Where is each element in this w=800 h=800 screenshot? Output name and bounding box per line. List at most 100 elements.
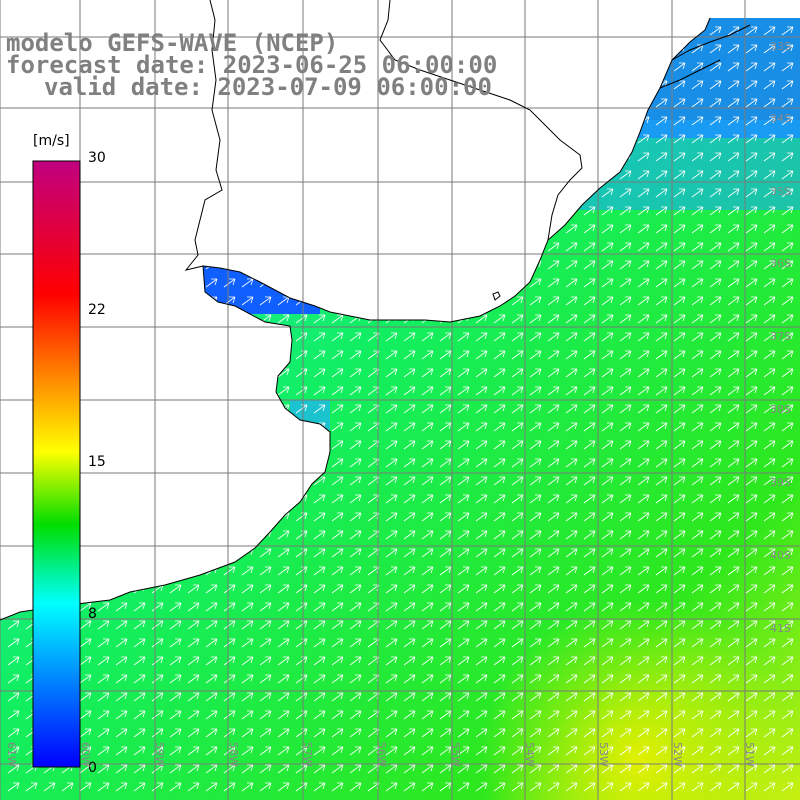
- wind-arrow: [403, 458, 416, 468]
- wind-arrow: [331, 710, 344, 720]
- wind-arrow: [349, 512, 362, 522]
- wind-arrow: [295, 602, 308, 612]
- wind-arrow: [421, 620, 434, 630]
- wind-arrow: [493, 638, 506, 648]
- wind-arrow: [709, 386, 722, 396]
- wind-arrow: [349, 386, 362, 396]
- wind-arrow: [637, 674, 650, 684]
- wind-arrow: [385, 782, 398, 792]
- wind-arrow: [709, 188, 722, 198]
- wind-arrow: [655, 188, 668, 198]
- wind-arrow: [673, 422, 686, 432]
- wind-arrow: [421, 494, 434, 504]
- wind-arrow: [79, 710, 92, 720]
- wind-arrow: [637, 224, 650, 234]
- wind-arrow: [511, 494, 524, 504]
- wind-arrow: [673, 440, 686, 450]
- wind-arrow: [727, 602, 740, 612]
- wind-arrow: [637, 638, 650, 648]
- wind-arrow: [277, 620, 290, 630]
- wind-arrow: [745, 602, 758, 612]
- wind-arrow: [187, 620, 200, 630]
- wind-arrow: [709, 278, 722, 288]
- lat-label: 35S: [770, 185, 791, 198]
- lon-label: 51W: [743, 742, 756, 767]
- wind-arrow: [619, 764, 632, 774]
- wind-arrow: [457, 530, 470, 540]
- wind-arrow: [493, 458, 506, 468]
- wind-arrow: [457, 440, 470, 450]
- wind-arrow: [565, 368, 578, 378]
- wind-arrow: [331, 728, 344, 738]
- wind-arrow: [583, 422, 596, 432]
- wind-arrow: [223, 656, 236, 666]
- wind-arrow: [277, 566, 290, 576]
- wind-arrow: [673, 296, 686, 306]
- wind-arrow: [619, 404, 632, 414]
- wind-arrow: [691, 656, 704, 666]
- wind-arrow: [331, 602, 344, 612]
- wind-arrow: [691, 422, 704, 432]
- wind-arrow: [601, 494, 614, 504]
- wind-arrow: [295, 314, 308, 324]
- wind-arrow: [97, 782, 110, 792]
- wind-arrow: [187, 674, 200, 684]
- wind-arrow: [763, 134, 776, 144]
- wind-arrow: [673, 620, 686, 630]
- wind-arrow: [691, 710, 704, 720]
- wind-arrow: [295, 566, 308, 576]
- wind-arrow: [493, 656, 506, 666]
- wind-arrow: [655, 746, 668, 756]
- wind-arrow: [403, 782, 416, 792]
- wind-arrow: [601, 638, 614, 648]
- wind-arrow: [457, 512, 470, 522]
- wind-arrow: [583, 404, 596, 414]
- wind-arrow: [331, 314, 344, 324]
- wind-arrow: [313, 566, 326, 576]
- wind-arrow: [619, 242, 632, 252]
- wind-arrow: [439, 404, 452, 414]
- wind-arrow: [151, 692, 164, 702]
- wind-arrow: [619, 188, 632, 198]
- wind-arrow: [727, 692, 740, 702]
- wind-arrow: [511, 566, 524, 576]
- wind-arrow: [745, 530, 758, 540]
- wind-arrow: [781, 584, 794, 594]
- wind-arrow: [619, 206, 632, 216]
- wind-arrow: [673, 584, 686, 594]
- wind-arrow: [709, 332, 722, 342]
- wind-arrow: [277, 530, 290, 540]
- wind-arrow: [583, 512, 596, 522]
- wind-arrow: [583, 224, 596, 234]
- wind-arrow: [691, 80, 704, 90]
- wind-arrow: [457, 602, 470, 612]
- wind-arrow: [691, 278, 704, 288]
- wind-arrow: [385, 602, 398, 612]
- wind-arrow: [673, 206, 686, 216]
- wind-arrow: [583, 674, 596, 684]
- wind-arrow: [547, 458, 560, 468]
- wind-arrow: [241, 764, 254, 774]
- wind-arrow: [547, 332, 560, 342]
- wind-arrow: [511, 764, 524, 774]
- wind-arrow: [511, 476, 524, 486]
- wind-arrow: [313, 530, 326, 540]
- wind-arrow: [619, 692, 632, 702]
- wind-arrow: [637, 152, 650, 162]
- wind-arrow: [331, 332, 344, 342]
- wind-arrow: [655, 170, 668, 180]
- wind-arrow: [385, 458, 398, 468]
- wind-arrow: [655, 440, 668, 450]
- wind-arrow: [511, 692, 524, 702]
- wind-arrow: [403, 674, 416, 684]
- wind-arrow: [475, 692, 488, 702]
- wind-arrow: [169, 584, 182, 594]
- wind-arrow: [241, 584, 254, 594]
- wind-arrow: [745, 98, 758, 108]
- wind-arrow: [421, 368, 434, 378]
- wind-arrow: [709, 458, 722, 468]
- wind-arrow: [349, 638, 362, 648]
- wind-arrow: [601, 206, 614, 216]
- wind-arrow: [583, 278, 596, 288]
- wind-arrow: [439, 764, 452, 774]
